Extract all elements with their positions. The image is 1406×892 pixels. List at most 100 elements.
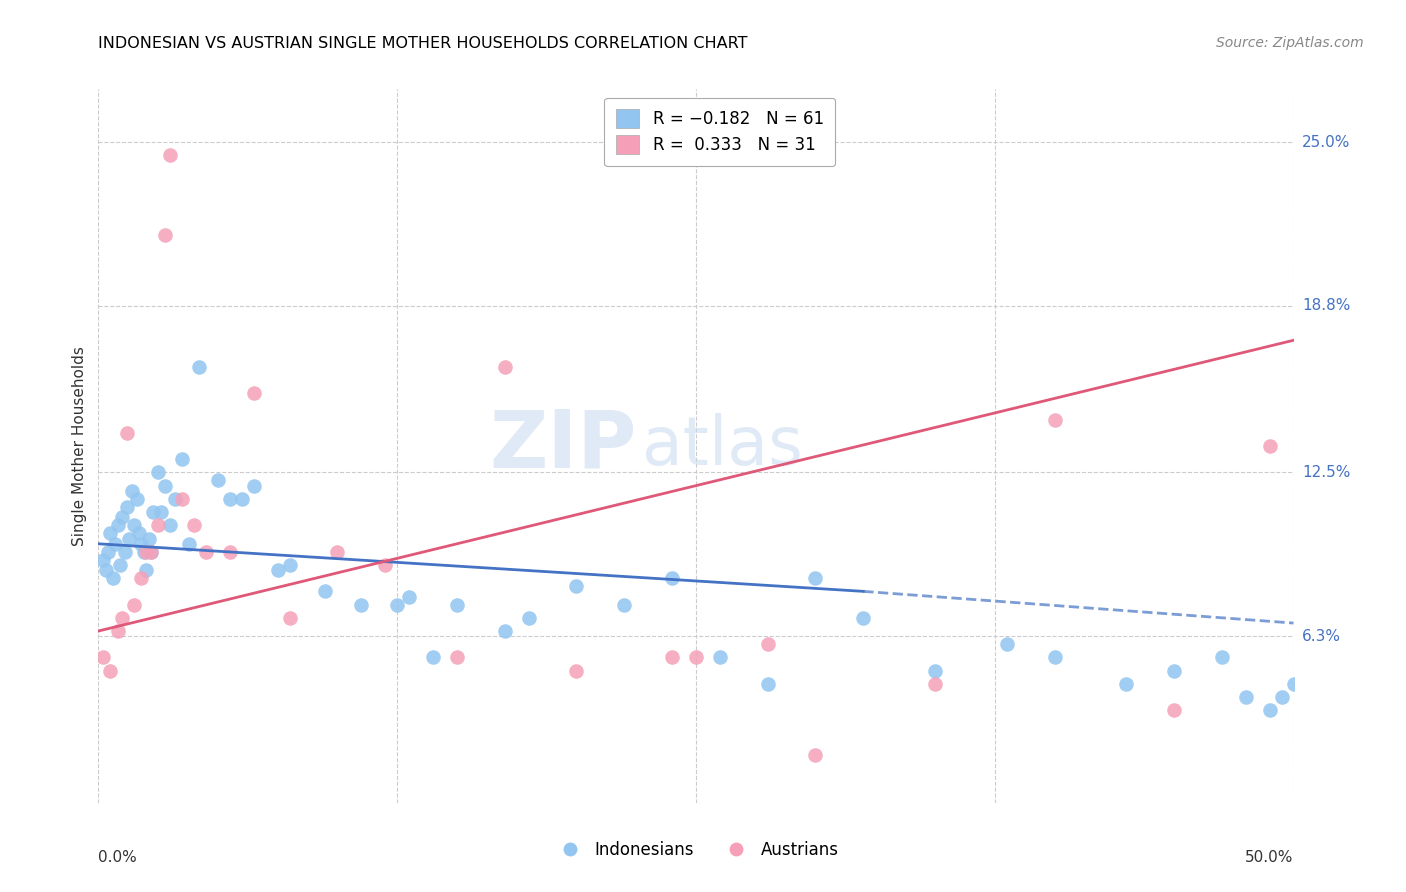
Point xyxy=(1258,439,1281,453)
Point xyxy=(114,545,136,559)
Point xyxy=(183,518,205,533)
Point xyxy=(104,537,127,551)
Point xyxy=(131,571,153,585)
Y-axis label: Single Mother Households: Single Mother Households xyxy=(72,346,87,546)
Point xyxy=(159,148,181,162)
Point xyxy=(135,563,157,577)
Point xyxy=(155,227,177,242)
Point xyxy=(94,563,117,577)
Text: Source: ZipAtlas.com: Source: ZipAtlas.com xyxy=(1216,36,1364,50)
Point xyxy=(131,537,153,551)
Point xyxy=(422,650,444,665)
Point xyxy=(709,650,731,665)
Point xyxy=(446,598,468,612)
Point xyxy=(350,598,373,612)
Point xyxy=(115,425,138,440)
Point xyxy=(142,505,165,519)
Point xyxy=(494,624,516,638)
Point xyxy=(685,650,707,665)
Point xyxy=(494,359,516,374)
Text: 6.3%: 6.3% xyxy=(1302,629,1341,644)
Point xyxy=(172,452,194,467)
Point xyxy=(565,579,588,593)
Point xyxy=(108,558,131,572)
Point xyxy=(242,386,264,401)
Point xyxy=(374,558,396,572)
Point xyxy=(565,664,588,678)
Point xyxy=(111,611,134,625)
Text: 0.0%: 0.0% xyxy=(98,850,138,865)
Point xyxy=(1271,690,1294,704)
Point xyxy=(756,677,779,691)
Point xyxy=(661,650,683,665)
Point xyxy=(446,650,468,665)
Point xyxy=(149,505,172,519)
Point xyxy=(179,537,201,551)
Text: atlas: atlas xyxy=(643,413,803,479)
Legend: Indonesians, Austrians: Indonesians, Austrians xyxy=(547,835,845,866)
Point xyxy=(231,491,253,506)
Point xyxy=(661,571,683,585)
Point xyxy=(924,664,946,678)
Point xyxy=(124,518,146,533)
Point xyxy=(756,637,779,651)
Point xyxy=(91,552,114,566)
Point xyxy=(91,650,114,665)
Point xyxy=(163,491,186,506)
Point xyxy=(172,491,194,506)
Point xyxy=(852,611,875,625)
Text: 50.0%: 50.0% xyxy=(1246,850,1294,865)
Point xyxy=(219,491,242,506)
Point xyxy=(398,590,420,604)
Point xyxy=(278,611,301,625)
Point xyxy=(517,611,540,625)
Text: 18.8%: 18.8% xyxy=(1302,299,1350,313)
Text: 12.5%: 12.5% xyxy=(1302,465,1350,480)
Point xyxy=(1163,703,1185,717)
Point xyxy=(148,466,170,480)
Point xyxy=(139,545,162,559)
Text: ZIP: ZIP xyxy=(489,407,636,485)
Point xyxy=(1211,650,1233,665)
Point xyxy=(125,491,148,506)
Point xyxy=(1043,412,1066,426)
Point xyxy=(1115,677,1137,691)
Point xyxy=(326,545,349,559)
Point xyxy=(98,664,122,678)
Point xyxy=(995,637,1018,651)
Point xyxy=(139,545,162,559)
Point xyxy=(187,359,209,374)
Point xyxy=(219,545,242,559)
Point xyxy=(128,526,150,541)
Point xyxy=(135,545,157,559)
Point xyxy=(97,545,120,559)
Point xyxy=(1043,650,1066,665)
Point xyxy=(98,526,122,541)
Point xyxy=(111,510,134,524)
Point xyxy=(1282,677,1305,691)
Point xyxy=(124,598,146,612)
Point xyxy=(613,598,636,612)
Point xyxy=(1163,664,1185,678)
Point xyxy=(138,532,160,546)
Point xyxy=(101,571,124,585)
Point xyxy=(267,563,290,577)
Point xyxy=(804,571,827,585)
Point xyxy=(385,598,409,612)
Point xyxy=(121,483,143,498)
Text: 25.0%: 25.0% xyxy=(1302,135,1350,150)
Point xyxy=(1258,703,1281,717)
Point xyxy=(207,474,229,488)
Point xyxy=(278,558,301,572)
Point xyxy=(107,624,129,638)
Point xyxy=(1234,690,1257,704)
Point xyxy=(118,532,141,546)
Point xyxy=(194,545,217,559)
Point xyxy=(804,748,827,763)
Point xyxy=(315,584,337,599)
Point xyxy=(924,677,946,691)
Point xyxy=(148,518,170,533)
Point xyxy=(155,478,177,492)
Point xyxy=(132,545,155,559)
Point xyxy=(159,518,181,533)
